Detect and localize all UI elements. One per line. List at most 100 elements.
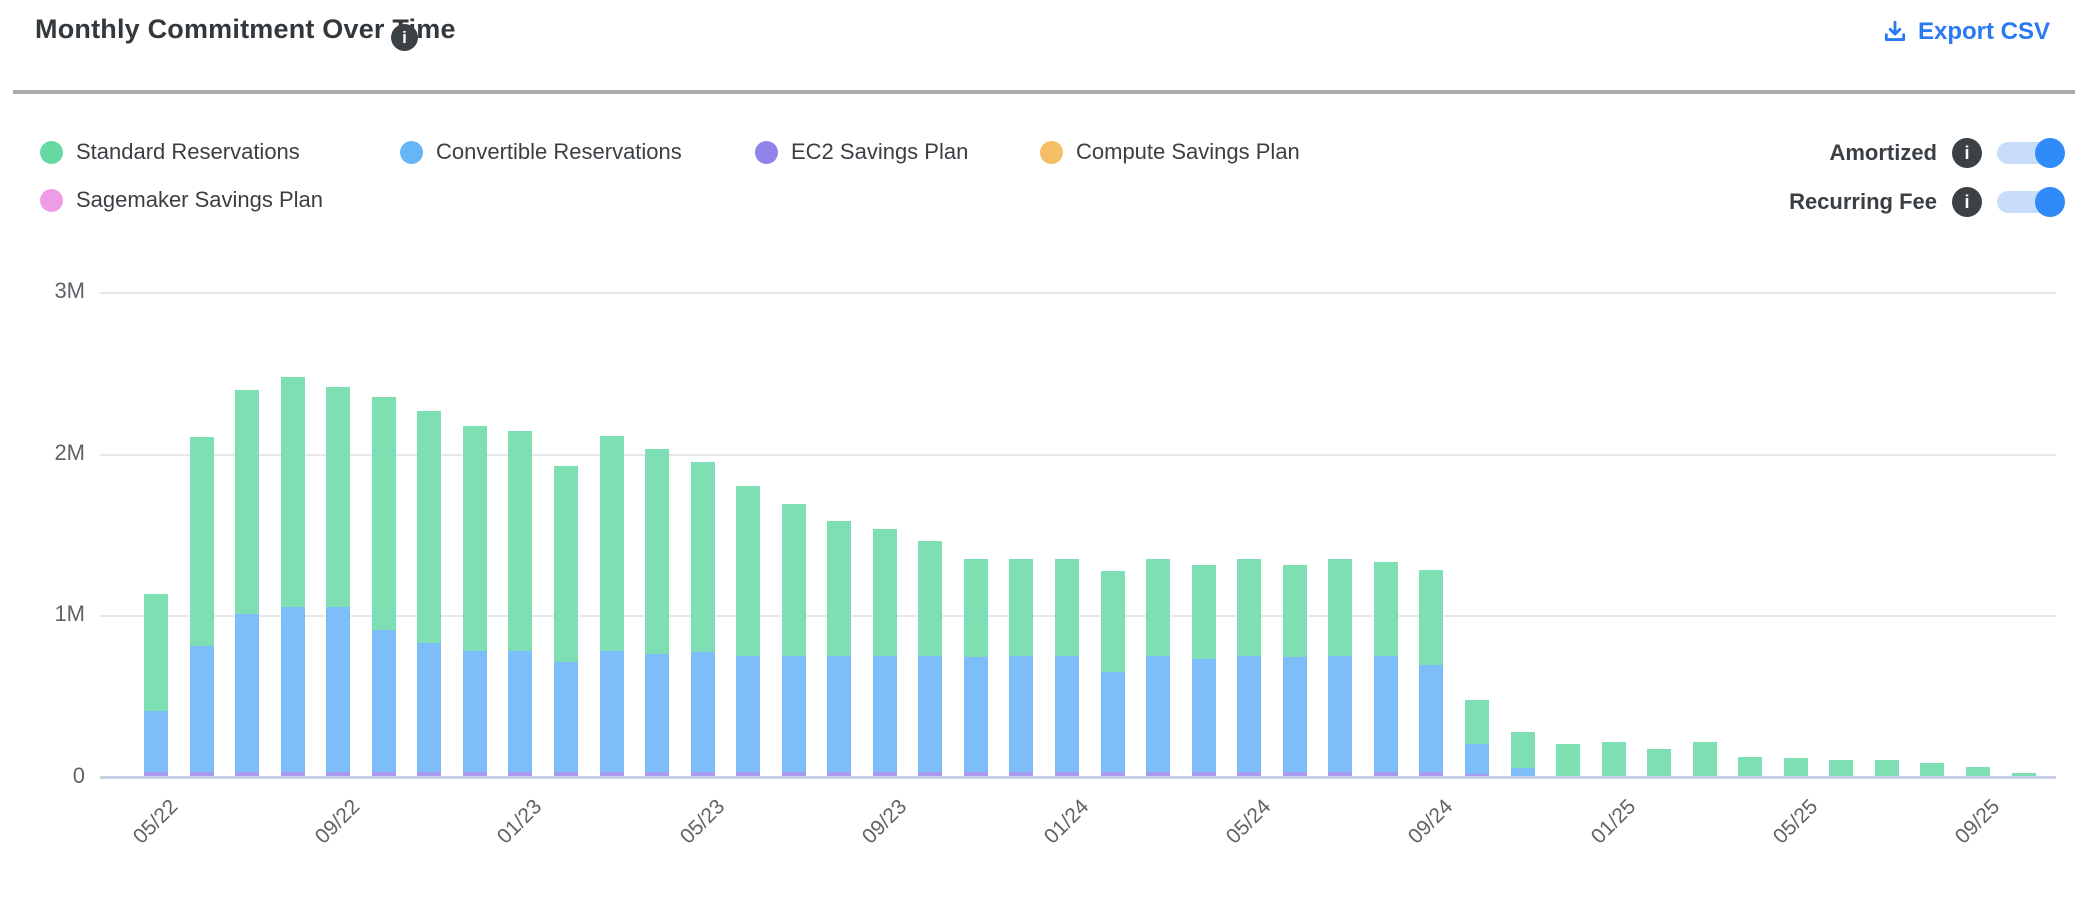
- bar-segment[interactable]: [235, 390, 260, 614]
- bar-segment[interactable]: [1783, 758, 1808, 776]
- bar-segment[interactable]: [417, 771, 442, 776]
- bar-segment[interactable]: [690, 771, 715, 776]
- title-info-icon[interactable]: i: [391, 24, 418, 51]
- bar-segment[interactable]: [1419, 771, 1444, 776]
- bar-segment[interactable]: [462, 650, 487, 772]
- bar-segment[interactable]: [1373, 561, 1398, 656]
- bar-segment[interactable]: [371, 396, 396, 630]
- bar-segment[interactable]: [918, 540, 943, 656]
- bar-segment[interactable]: [781, 503, 806, 656]
- bar-segment[interactable]: [235, 771, 260, 776]
- bar-segment[interactable]: [872, 529, 897, 656]
- bar-segment[interactable]: [1373, 771, 1398, 776]
- bar-segment[interactable]: [1510, 732, 1535, 768]
- bar-segment[interactable]: [553, 466, 578, 663]
- bar-segment[interactable]: [280, 377, 305, 608]
- bar-segment[interactable]: [1237, 558, 1262, 656]
- bar-segment[interactable]: [736, 771, 761, 776]
- recurring-fee-info-icon[interactable]: i: [1952, 187, 1982, 217]
- bar-segment[interactable]: [280, 607, 305, 772]
- bar-segment[interactable]: [1009, 655, 1034, 772]
- legend-item[interactable]: Compute Savings Plan: [1040, 137, 1300, 167]
- bar-segment[interactable]: [1100, 671, 1125, 772]
- bar-segment[interactable]: [326, 771, 351, 776]
- bar-segment[interactable]: [1282, 657, 1307, 772]
- recurring-fee-toggle[interactable]: [1997, 187, 2065, 217]
- bar-segment[interactable]: [690, 461, 715, 653]
- bar-segment[interactable]: [1100, 771, 1125, 776]
- bar-segment[interactable]: [1328, 655, 1353, 772]
- bar-segment[interactable]: [599, 650, 624, 772]
- bar-segment[interactable]: [872, 655, 897, 772]
- bar-segment[interactable]: [1191, 658, 1216, 772]
- bar-segment[interactable]: [1282, 771, 1307, 776]
- bar-segment[interactable]: [144, 771, 168, 776]
- bar-segment[interactable]: [1055, 771, 1079, 776]
- bar-segment[interactable]: [553, 662, 578, 772]
- bar-segment[interactable]: [235, 613, 260, 772]
- bar-segment[interactable]: [963, 771, 988, 776]
- bar-segment[interactable]: [736, 655, 761, 772]
- amortized-info-icon[interactable]: i: [1952, 138, 1982, 168]
- bar-segment[interactable]: [553, 771, 578, 776]
- bar-segment[interactable]: [599, 435, 624, 651]
- bar-segment[interactable]: [1009, 558, 1034, 656]
- bar-segment[interactable]: [918, 655, 943, 772]
- bar-segment[interactable]: [417, 411, 442, 643]
- bar-segment[interactable]: [144, 594, 168, 711]
- bar-segment[interactable]: [1464, 700, 1489, 744]
- bar-segment[interactable]: [1920, 763, 1945, 776]
- bar-segment[interactable]: [872, 771, 897, 776]
- bar-segment[interactable]: [827, 771, 852, 776]
- bar-segment[interactable]: [1966, 767, 1990, 776]
- bar-segment[interactable]: [781, 655, 806, 772]
- bar-segment[interactable]: [1191, 771, 1216, 776]
- bar-segment[interactable]: [326, 607, 351, 772]
- bar-segment[interactable]: [1419, 569, 1444, 666]
- bar-segment[interactable]: [280, 771, 305, 776]
- legend-item[interactable]: Standard Reservations: [40, 137, 300, 167]
- bar-segment[interactable]: [1373, 655, 1398, 772]
- bar-segment[interactable]: [1282, 565, 1307, 658]
- bar-segment[interactable]: [1237, 771, 1262, 776]
- bar-segment[interactable]: [2011, 772, 2036, 776]
- legend-item[interactable]: EC2 Savings Plan: [755, 137, 968, 167]
- bar-segment[interactable]: [736, 485, 761, 656]
- bar-segment[interactable]: [645, 448, 670, 654]
- bar-segment[interactable]: [1464, 743, 1489, 775]
- bar-segment[interactable]: [508, 650, 533, 772]
- legend-item[interactable]: Convertible Reservations: [400, 137, 682, 167]
- bar-segment[interactable]: [1738, 756, 1763, 776]
- bar-segment[interactable]: [1328, 558, 1353, 656]
- bar-segment[interactable]: [690, 652, 715, 772]
- bar-segment[interactable]: [963, 657, 988, 772]
- bar-segment[interactable]: [1237, 655, 1262, 772]
- bar-segment[interactable]: [963, 558, 988, 658]
- bar-segment[interactable]: [1146, 558, 1171, 656]
- bar-segment[interactable]: [918, 771, 943, 776]
- bar-segment[interactable]: [827, 521, 852, 656]
- bar-segment[interactable]: [1556, 743, 1581, 776]
- bar-segment[interactable]: [1100, 571, 1125, 672]
- bar-segment[interactable]: [189, 437, 214, 646]
- bar-segment[interactable]: [1055, 558, 1079, 656]
- bar-segment[interactable]: [1146, 655, 1171, 772]
- bar-segment[interactable]: [189, 771, 214, 776]
- bar-segment[interactable]: [508, 771, 533, 776]
- amortized-toggle[interactable]: [1997, 138, 2065, 168]
- bar-segment[interactable]: [1009, 771, 1034, 776]
- bar-segment[interactable]: [1829, 759, 1854, 776]
- bar-segment[interactable]: [599, 771, 624, 776]
- bar-segment[interactable]: [827, 655, 852, 772]
- legend-item[interactable]: Sagemaker Savings Plan: [40, 185, 323, 215]
- bar-segment[interactable]: [1647, 748, 1672, 776]
- bar-segment[interactable]: [1510, 767, 1535, 776]
- bar-segment[interactable]: [417, 642, 442, 772]
- bar-segment[interactable]: [1419, 665, 1444, 772]
- bar-segment[interactable]: [645, 771, 670, 776]
- bar-segment[interactable]: [781, 771, 806, 776]
- bar-segment[interactable]: [1055, 655, 1079, 772]
- bar-segment[interactable]: [1874, 759, 1899, 776]
- export-csv-button[interactable]: Export CSV: [1882, 18, 2050, 46]
- bar-segment[interactable]: [1601, 742, 1626, 776]
